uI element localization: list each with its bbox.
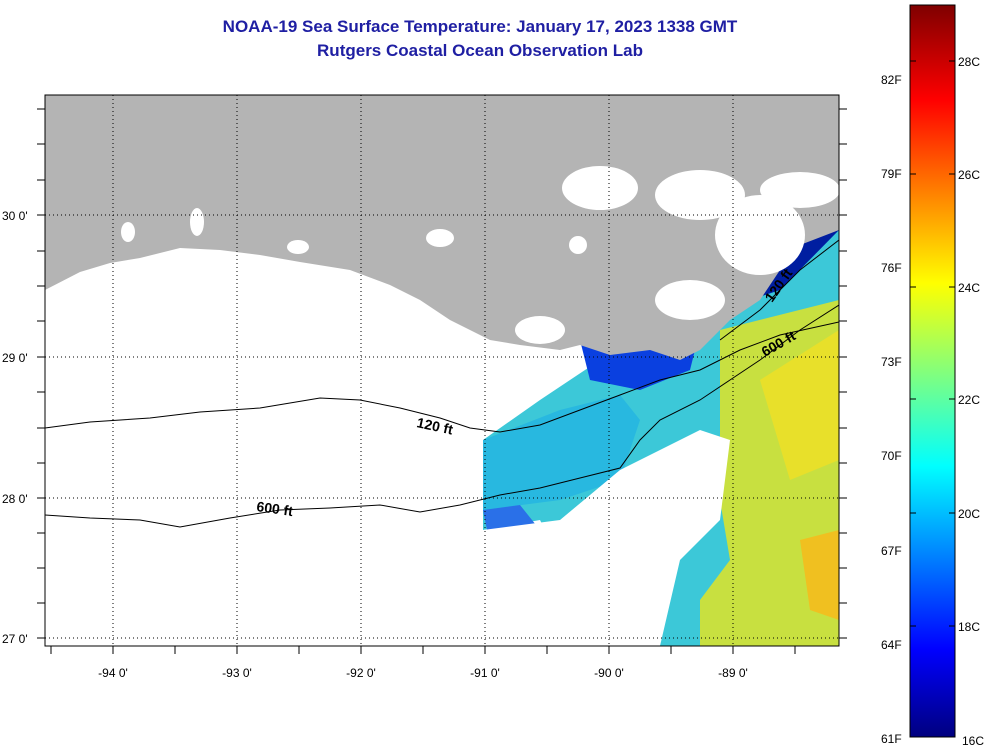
- lat-label: 30 0': [2, 209, 28, 223]
- map-subtitle: Rutgers Coastal Ocean Observation Lab: [317, 41, 643, 60]
- colorbar-f-label: 70F: [881, 449, 902, 463]
- map-frame: [44, 94, 840, 647]
- colorbar-c-label: 18C: [958, 620, 980, 634]
- colorbar-c-label: 22C: [958, 393, 980, 407]
- colorbar-c-label: 16C: [962, 734, 984, 748]
- contour-120ft-west: [45, 321, 839, 433]
- lon-label: -91 0': [470, 666, 500, 680]
- colorbar-f-label: 64F: [881, 638, 902, 652]
- contour-600ft-west: [45, 304, 839, 528]
- land-mass: [45, 95, 839, 360]
- colorbar-c-label: 28C: [958, 55, 980, 69]
- colorbar-f-label: 61F: [881, 732, 902, 746]
- colorbar-c-label: 26C: [958, 168, 980, 182]
- colorbar-f-label: 76F: [881, 261, 902, 275]
- lon-label: -93 0': [222, 666, 252, 680]
- lon-label: -94 0': [98, 666, 128, 680]
- lon-label: -92 0': [346, 666, 376, 680]
- contour-120ft-east: [719, 239, 839, 341]
- graticule: [45, 95, 839, 646]
- contour-label-600ft-west: 600 ft: [256, 498, 295, 519]
- lat-label: 29 0': [2, 351, 28, 365]
- map-title: NOAA-19 Sea Surface Temperature: January…: [222, 17, 738, 36]
- colorbar: [909, 4, 956, 738]
- frame-ticks: [37, 108, 847, 654]
- contour-label-120ft-west: 120 ft: [415, 414, 454, 437]
- colorbar-f-label: 73F: [881, 355, 902, 369]
- lat-label: 27 0': [2, 632, 28, 646]
- lon-label: -89 0': [718, 666, 748, 680]
- colorbar-c-label: 20C: [958, 507, 980, 521]
- lon-label: -90 0': [594, 666, 624, 680]
- colorbar-f-label: 82F: [881, 73, 902, 87]
- lat-label: 28 0': [2, 492, 28, 506]
- colorbar-f-label: 67F: [881, 544, 902, 558]
- colorbar-f-label: 79F: [881, 167, 902, 181]
- colorbar-ticks: [910, 60, 955, 627]
- colorbar-c-label: 24C: [958, 281, 980, 295]
